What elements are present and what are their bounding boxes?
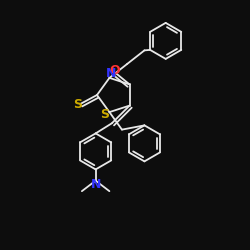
Text: O: O: [109, 64, 120, 77]
Text: N: N: [90, 178, 101, 191]
Text: S: S: [73, 98, 82, 112]
Text: S: S: [100, 108, 110, 121]
Text: N: N: [106, 67, 116, 80]
